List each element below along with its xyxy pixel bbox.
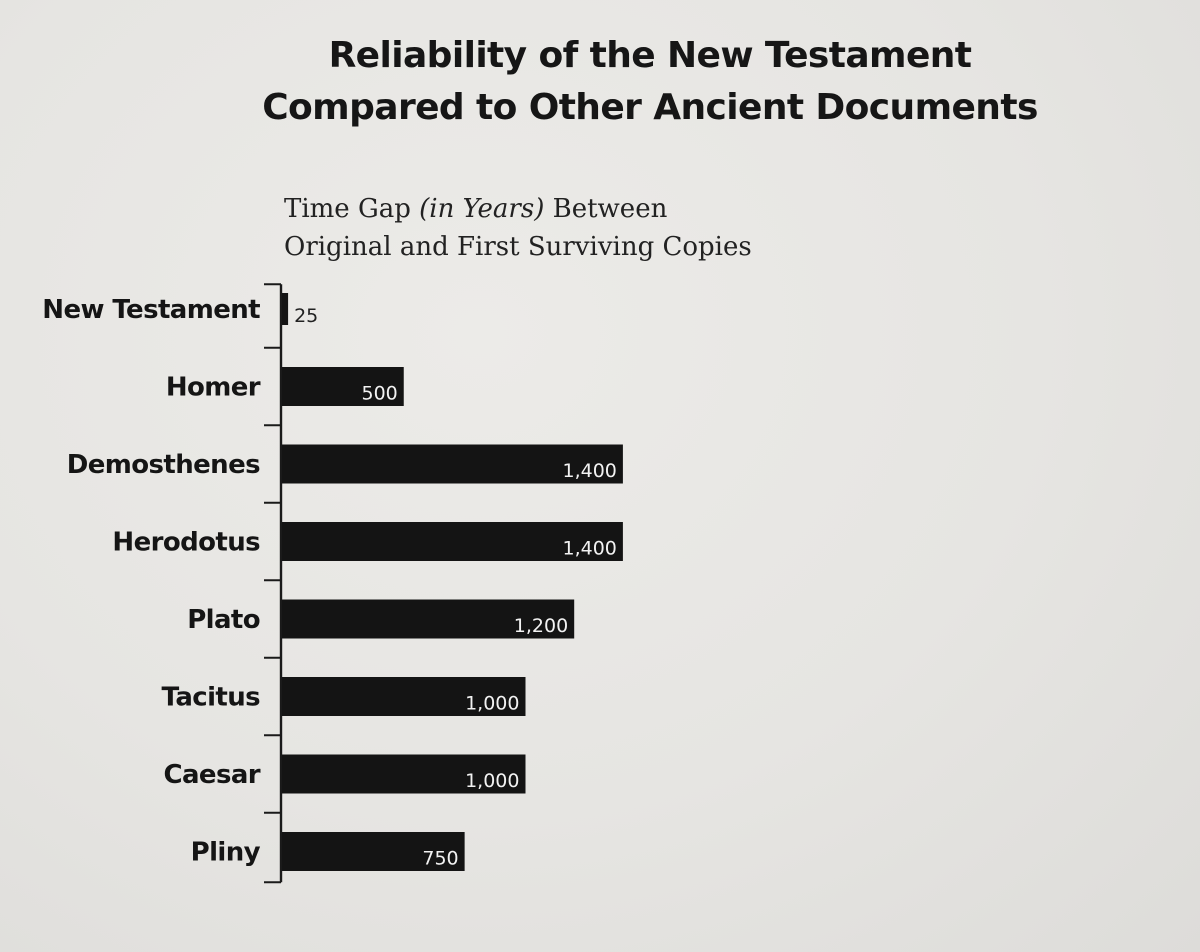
bar-herodotus <box>282 522 623 561</box>
chart-subtitle: Time Gap (in Years) Between Original and… <box>284 190 904 266</box>
category-label: Homer <box>166 373 261 403</box>
value-label: 1,000 <box>465 770 519 792</box>
chart-title-line-2: Compared to Other Ancient Documents <box>262 87 1038 128</box>
category-label: Pliny <box>191 838 261 868</box>
value-label: 1,400 <box>562 460 616 482</box>
bar-homer <box>282 367 404 406</box>
chart-subtitle-line-1: Time Gap (in Years) Between <box>284 190 904 228</box>
category-label: Plato <box>187 605 260 635</box>
subtitle-text-italic: (in Years) <box>419 194 545 224</box>
category-label: Demosthenes <box>67 450 260 480</box>
subtitle-text-after: Between <box>544 194 668 224</box>
category-label: Caesar <box>163 760 260 790</box>
bar-tacitus <box>282 677 526 716</box>
category-label: Tacitus <box>162 683 261 713</box>
category-label: Herodotus <box>112 528 260 558</box>
value-label: 750 <box>422 848 458 870</box>
subtitle-text-before: Time Gap <box>284 194 420 224</box>
chart-title: Reliability of the New Testament Compare… <box>160 30 1140 134</box>
category-label: New Testament <box>42 295 260 325</box>
value-label: 25 <box>294 305 318 327</box>
chart-subtitle-line-2: Original and First Surviving Copies <box>284 232 752 262</box>
chart-title-line-1: Reliability of the New Testament <box>328 35 972 76</box>
value-label: 1,200 <box>514 615 568 637</box>
bar-plato <box>282 599 575 639</box>
value-label: 500 <box>361 383 397 405</box>
bar-demosthenes <box>282 444 623 484</box>
bar-caesar <box>282 754 526 794</box>
value-label: 1,400 <box>562 538 616 560</box>
value-label: 1,000 <box>465 693 519 715</box>
bar-pliny <box>282 832 465 871</box>
bar-new-testament <box>282 293 289 325</box>
